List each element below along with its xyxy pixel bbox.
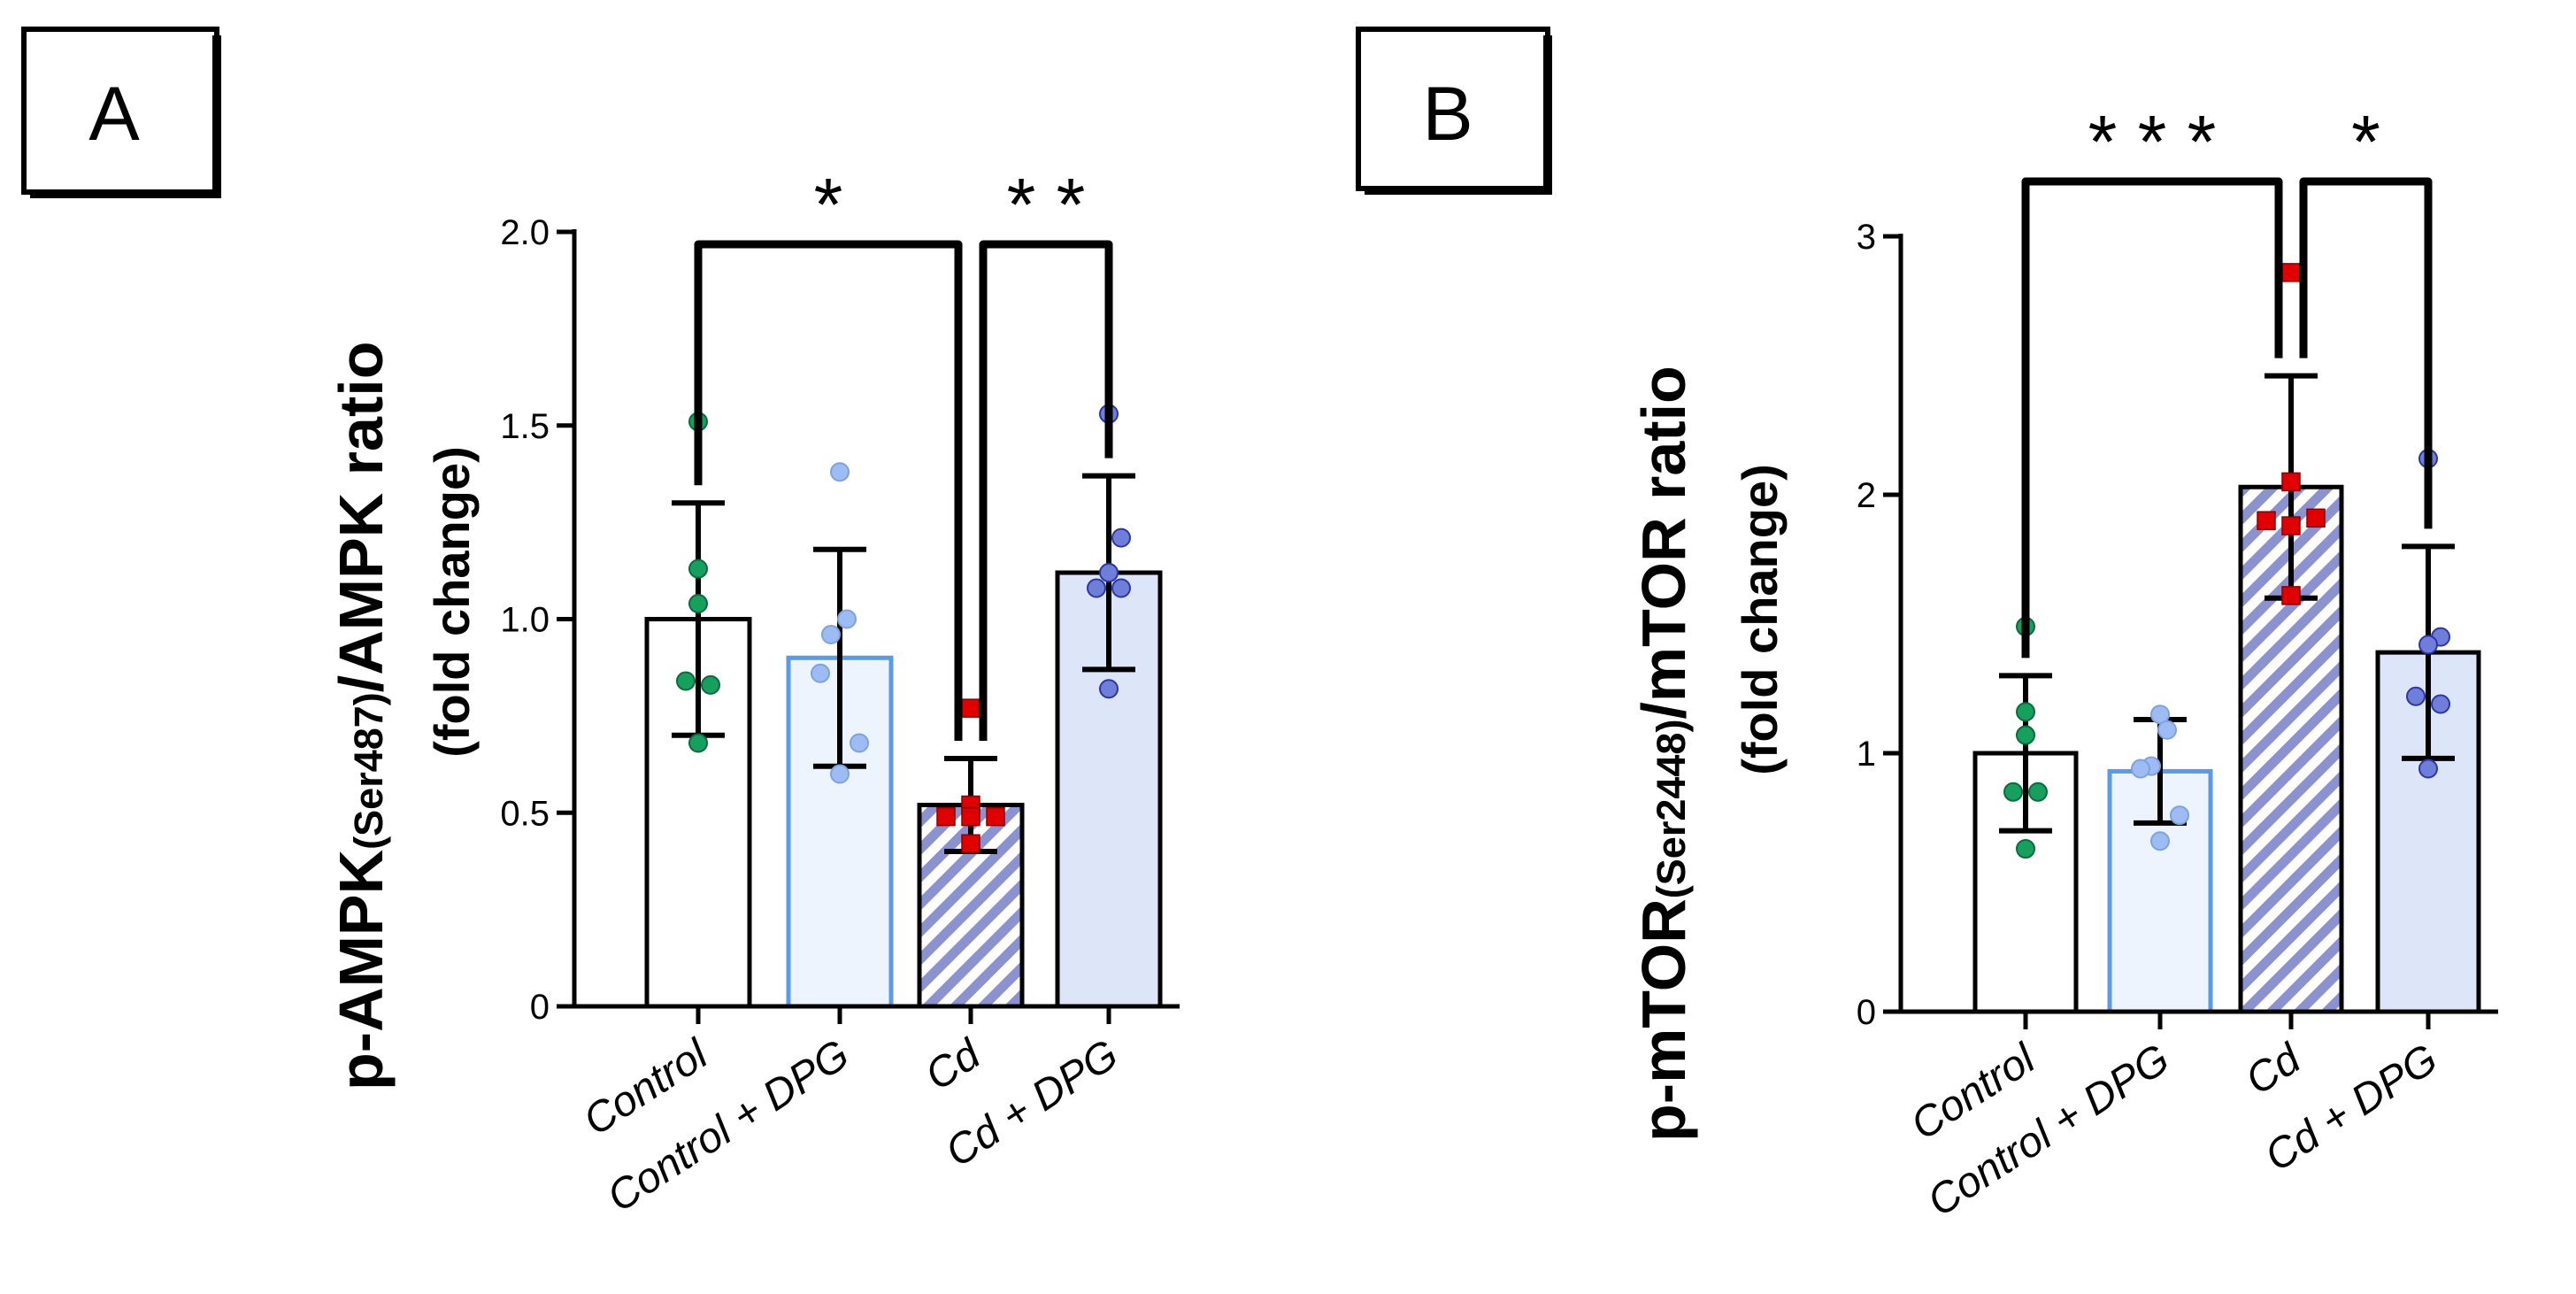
panel-b-significance-label-0: * * * bbox=[2088, 100, 2217, 183]
panel-a-y-label-main: p-AMPK bbox=[327, 850, 396, 1090]
panel-b-point-0-4 bbox=[2028, 782, 2048, 802]
panel-a-point-2-5 bbox=[961, 834, 980, 853]
panel-b-x-label-2: Cd bbox=[2238, 1035, 2310, 1105]
panel-b-point-2-5 bbox=[2281, 586, 2301, 605]
panel-b: B p-mTOR(Ser2448)/mTOR ratio (fold chang… bbox=[1356, 27, 2498, 1226]
panel-b-y-label-rest: /mTOR ratio bbox=[1629, 366, 1698, 719]
panel-a-point-1-2 bbox=[821, 625, 841, 644]
panel-a-point-1-0 bbox=[830, 462, 850, 482]
panel-a-letter: A bbox=[88, 72, 140, 157]
panel-b-point-3-3 bbox=[2406, 686, 2426, 706]
panel-a-point-0-3 bbox=[676, 671, 696, 691]
panel-b-point-3-2 bbox=[2418, 635, 2438, 655]
panel-b-significance-label-1: * bbox=[2351, 100, 2380, 183]
panel-a-point-2-0 bbox=[961, 698, 980, 718]
panel-b-y-tick-label-2: 2 bbox=[1857, 476, 1876, 515]
panel-a-y-tick-label-0: 0 bbox=[530, 988, 550, 1027]
panel-a-y-tick-label-1: 0.5 bbox=[500, 794, 550, 833]
panel-a-label-box bbox=[21, 27, 219, 195]
panel-a-point-2-2 bbox=[986, 806, 1005, 827]
panel-a-y-label-sub: (Ser487) bbox=[346, 692, 391, 850]
panel-a-y-label-line2: (fold change) bbox=[424, 446, 480, 758]
panel-b-point-1-5 bbox=[2150, 831, 2170, 851]
panel-b-point-0-3 bbox=[2003, 782, 2023, 802]
panel-b-point-2-4 bbox=[2281, 516, 2301, 535]
panel-b-y-tick-label-3: 3 bbox=[1857, 218, 1876, 257]
panel-a-point-3-4 bbox=[1111, 578, 1131, 598]
panel-b-y-tick-label-1: 1 bbox=[1857, 735, 1876, 774]
panel-b-point-2-1 bbox=[2281, 472, 2301, 492]
panel-a-point-1-1 bbox=[837, 609, 857, 629]
panel-b-point-3-5 bbox=[2418, 759, 2438, 779]
panel-a-x-label-1: Control + DPG bbox=[599, 1031, 857, 1221]
panel-b-y-label: p-mTOR(Ser2448)/mTOR ratio bbox=[1629, 366, 1698, 1142]
panel-a-y-tick-label-4: 2.0 bbox=[500, 213, 550, 252]
panel-a-point-1-3 bbox=[811, 663, 830, 683]
panel-a-y-label-rest: /AMPK ratio bbox=[327, 342, 396, 693]
panel-a-point-0-5 bbox=[688, 733, 708, 753]
panel-b-y-label-main: p-mTOR bbox=[1629, 898, 1698, 1142]
panel-a-point-0-1 bbox=[688, 558, 708, 579]
panel-b-point-0-1 bbox=[2016, 702, 2035, 722]
panel-a-point-3-2 bbox=[1099, 563, 1119, 582]
panel-a-point-3-3 bbox=[1087, 578, 1106, 598]
panel-a-significance-bracket-0 bbox=[694, 240, 963, 741]
panel-a-point-0-2 bbox=[688, 594, 708, 613]
panel-b-point-0-5 bbox=[2016, 839, 2035, 859]
panel-b-point-3-4 bbox=[2431, 694, 2450, 714]
panel-b-point-0-2 bbox=[2016, 725, 2035, 745]
panel-b-point-1-3 bbox=[2131, 759, 2150, 779]
panel-b-significance-bracket-1 bbox=[2299, 177, 2433, 529]
panel-b-y-label-sub: (Ser2448) bbox=[1649, 720, 1694, 899]
panel-b-x-label-1: Control + DPG bbox=[1919, 1036, 2178, 1226]
panel-b-letter: B bbox=[1422, 72, 1473, 157]
panel-a-point-1-4 bbox=[850, 733, 869, 753]
panel-a-point-3-5 bbox=[1099, 679, 1119, 699]
panel-b-point-1-1 bbox=[2157, 720, 2177, 740]
panel-a-y-tick-label-2: 1.0 bbox=[500, 601, 550, 640]
panel-a-point-2-4 bbox=[961, 806, 980, 827]
panel-a-point-1-5 bbox=[830, 764, 850, 784]
panel-a-significance-label-1: * * bbox=[1007, 163, 1086, 246]
panel-a-x-label-2: Cd bbox=[918, 1030, 989, 1100]
panel-a-y-tick-label-3: 1.5 bbox=[500, 407, 550, 446]
panel-b-significance-bracket-0 bbox=[2021, 177, 2283, 659]
panel-b-point-2-0 bbox=[2281, 263, 2301, 282]
panel-a: A p-AMPK(Ser487)/AMPK ratio (fold change… bbox=[21, 27, 1180, 1221]
panel-a-significance-bracket-1 bbox=[979, 240, 1113, 741]
panel-b-y-tick-label-0: 0 bbox=[1857, 993, 1876, 1032]
panel-a-point-2-3 bbox=[936, 806, 956, 827]
panel-b-point-1-4 bbox=[2170, 805, 2189, 826]
panel-b-label-box bbox=[1356, 27, 1550, 191]
panel-a-y-label: p-AMPK(Ser487)/AMPK ratio bbox=[327, 342, 396, 1091]
panel-b-point-2-2 bbox=[2306, 508, 2326, 528]
panel-b-y-label-line2: (fold change) bbox=[1732, 464, 1788, 775]
panel-a-point-0-4 bbox=[701, 674, 720, 695]
panel-a-significance-label-0: * bbox=[814, 163, 843, 246]
panel-a-point-3-1 bbox=[1111, 528, 1131, 548]
panel-b-point-2-3 bbox=[2257, 511, 2276, 530]
